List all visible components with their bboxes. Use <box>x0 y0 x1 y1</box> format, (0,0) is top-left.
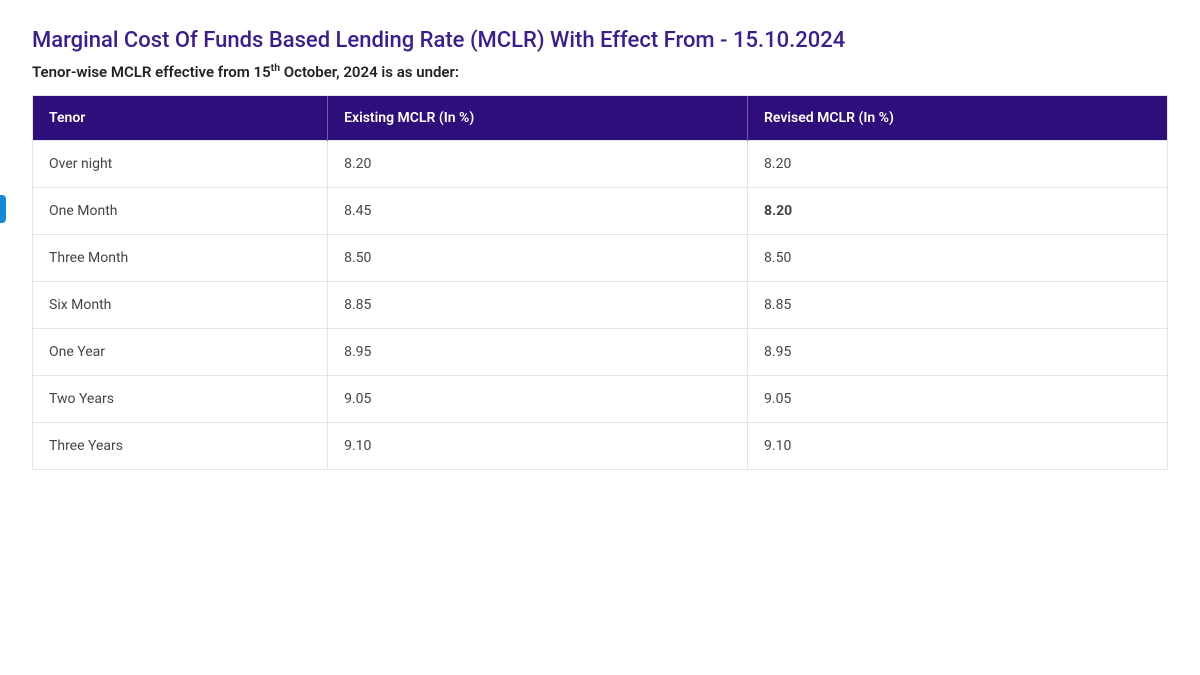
cell-tenor: One Year <box>33 329 328 376</box>
table-row: Three Month 8.50 8.50 <box>33 235 1168 282</box>
page-title: Marginal Cost Of Funds Based Lending Rat… <box>32 28 1168 53</box>
cell-revised: 8.20 <box>748 188 1168 235</box>
table-row: One Month 8.45 8.20 <box>33 188 1168 235</box>
cell-tenor: One Month <box>33 188 328 235</box>
cell-revised: 9.10 <box>748 423 1168 470</box>
cell-tenor: Three Years <box>33 423 328 470</box>
cell-revised: 8.50 <box>748 235 1168 282</box>
left-edge-decoration <box>0 195 6 223</box>
cell-existing: 8.20 <box>328 141 748 188</box>
table-body: Over night 8.20 8.20 One Month 8.45 8.20… <box>33 141 1168 470</box>
cell-revised: 9.05 <box>748 376 1168 423</box>
col-header-existing: Existing MCLR (In %) <box>328 96 748 141</box>
cell-tenor: Two Years <box>33 376 328 423</box>
cell-revised: 8.20 <box>748 141 1168 188</box>
cell-existing: 8.45 <box>328 188 748 235</box>
cell-existing: 8.50 <box>328 235 748 282</box>
cell-revised: 8.95 <box>748 329 1168 376</box>
cell-revised: 8.85 <box>748 282 1168 329</box>
subtitle-sup: th <box>271 61 280 74</box>
cell-existing: 8.85 <box>328 282 748 329</box>
page-container: Marginal Cost Of Funds Based Lending Rat… <box>0 0 1200 502</box>
subtitle-suffix: October, 2024 is as under: <box>280 63 459 81</box>
table-row: Two Years 9.05 9.05 <box>33 376 1168 423</box>
cell-existing: 9.05 <box>328 376 748 423</box>
col-header-revised: Revised MCLR (In %) <box>748 96 1168 141</box>
mclr-table: Tenor Existing MCLR (In %) Revised MCLR … <box>32 95 1168 470</box>
table-row: One Year 8.95 8.95 <box>33 329 1168 376</box>
subtitle-prefix: Tenor-wise MCLR effective from 15 <box>32 63 271 81</box>
cell-existing: 8.95 <box>328 329 748 376</box>
cell-tenor: Over night <box>33 141 328 188</box>
page-subtitle: Tenor-wise MCLR effective from 15th Octo… <box>32 61 1168 81</box>
table-row: Three Years 9.10 9.10 <box>33 423 1168 470</box>
cell-tenor: Six Month <box>33 282 328 329</box>
col-header-tenor: Tenor <box>33 96 328 141</box>
table-row: Six Month 8.85 8.85 <box>33 282 1168 329</box>
cell-tenor: Three Month <box>33 235 328 282</box>
cell-existing: 9.10 <box>328 423 748 470</box>
table-header-row: Tenor Existing MCLR (In %) Revised MCLR … <box>33 96 1168 141</box>
table-row: Over night 8.20 8.20 <box>33 141 1168 188</box>
